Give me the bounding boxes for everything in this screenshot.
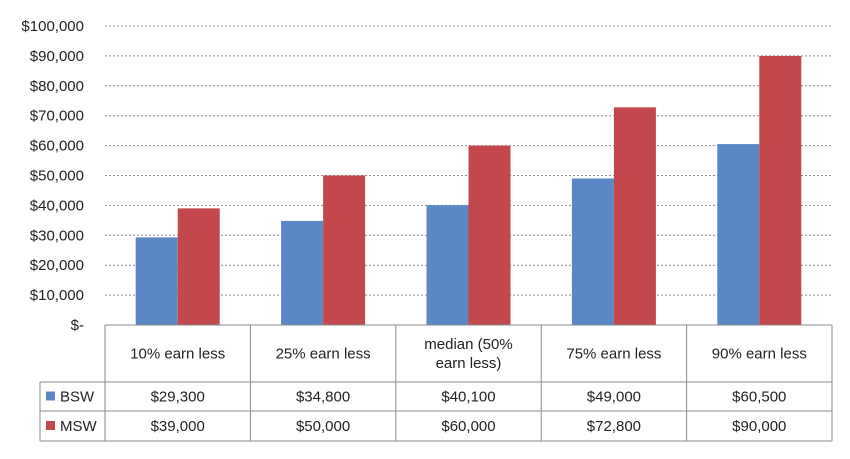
bar [323,175,366,325]
category-label: 90% earn less [712,346,807,363]
bar [281,220,324,325]
data-label: $60,000 [441,418,495,435]
bar [571,178,614,325]
data-table: 10% earn less 25% earn less median (50% ear… [39,324,833,442]
legend-label: MSW [60,418,98,435]
data-label: $40,100 [441,389,495,406]
data-label: $29,300 [151,389,205,406]
data-label: $50,000 [296,418,350,435]
category-label: median (50% [424,336,512,353]
bar [426,205,469,325]
data-label: $72,800 [587,418,641,435]
bar [717,144,760,325]
legend-label: BSW [60,389,95,406]
y-tick-label: $30,000 [30,227,84,244]
legend-key [46,391,55,401]
y-tick-label: $20,000 [30,257,84,274]
bar [613,107,656,325]
y-tick-label: $100,000 [21,18,84,35]
y-tick-label: $10,000 [30,287,84,304]
y-tick-label: $80,000 [30,78,84,95]
bar [759,55,802,326]
bar [135,237,178,325]
data-label: $39,000 [151,418,205,435]
category-label: 25% earn less [276,346,371,363]
category-label: 10% earn less [130,346,225,363]
y-axis: $- $10,000 $20,000 $30,000 $40,000 $50,000 $60… [21,18,84,334]
data-label: $90,000 [732,418,786,435]
data-label: $49,000 [587,389,641,406]
category-label: earn less) [436,355,502,372]
data-label: $60,500 [732,389,786,406]
y-tick-label: $60,000 [30,138,84,155]
gridlines [105,25,832,296]
bar [177,208,220,325]
data-label: $34,800 [296,389,350,406]
y-tick-label: $- [71,317,84,334]
category-label: 75% earn less [566,346,661,363]
y-tick-label: $70,000 [30,108,84,125]
y-tick-label: $50,000 [30,168,84,185]
bar [468,145,511,325]
legend-key [46,421,55,430]
y-tick-label: $40,000 [30,197,84,214]
bars [135,55,802,326]
y-tick-label: $90,000 [30,48,84,65]
